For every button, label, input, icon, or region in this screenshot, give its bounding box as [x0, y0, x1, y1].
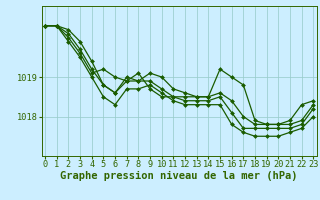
X-axis label: Graphe pression niveau de la mer (hPa): Graphe pression niveau de la mer (hPa)	[60, 171, 298, 181]
